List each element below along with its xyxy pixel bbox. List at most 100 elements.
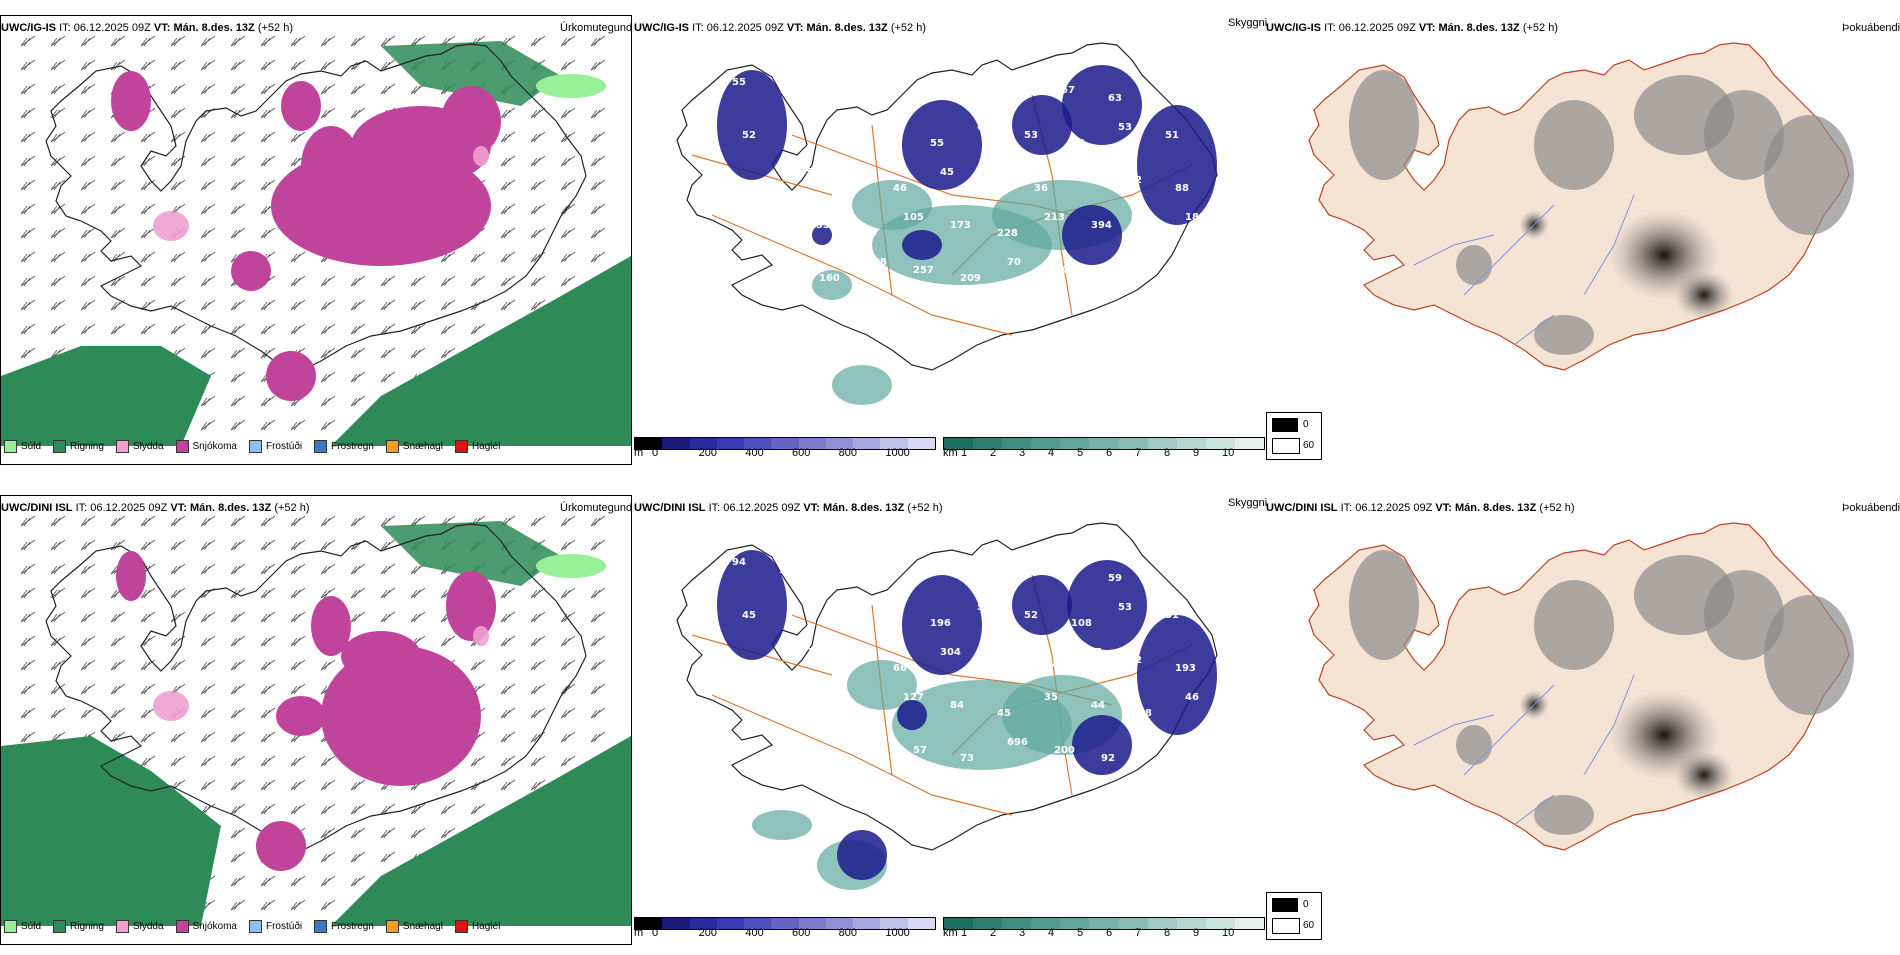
cloud-base-label: 55 [799,167,813,178]
colorbar-unit: m [634,447,644,459]
snow-area [111,71,151,131]
fog-legend: 0 60 [1266,892,1322,940]
cloud-base-label: 54 [977,602,991,613]
colorbar-step [1031,438,1061,449]
rivers [1413,194,1635,346]
cloud-base-label: 16 [752,183,766,194]
cloud-base-label: 35 [1044,692,1058,703]
legend-swatch [175,440,189,453]
legend-label: Rigning [70,441,104,452]
cloud-base-label: 57 [920,565,934,576]
legend-swatch [248,440,262,453]
legend-swatch [175,920,189,933]
cloud-base-label: 70 [920,85,934,96]
colorbar-step [853,438,881,449]
cloud-base-label: 353 [809,220,830,231]
cloud-base-label: 77 [873,77,887,88]
cloud-base-label: 50 [789,138,803,149]
colorbar-tick: 9 [1193,447,1200,459]
fog-dark-area [1674,750,1734,800]
cloud-base-label: 160 [819,273,840,284]
cloud-base-label: 88 [1175,183,1189,194]
cloud-base-label: 290 [856,228,877,239]
low-cloud-area [837,830,887,880]
rain-area-southeast [331,736,631,926]
visibility-area [852,180,932,230]
colorbar-tick: 3 [1019,927,1026,939]
visibility-colorbar [943,917,1265,930]
legend-swatch [53,920,67,933]
panel-title-precip-type-2: Úrkomutegund [560,502,633,514]
cloud-base-label: 182 [970,302,991,313]
snow-area [276,696,326,736]
cloud-base-label: 60 [829,302,843,313]
colorbar-step [662,438,690,449]
cloud-base-label: 51 [735,265,749,276]
snow-area [266,351,316,401]
cloud-base-label: 251 [866,737,887,748]
colorbar-step [1234,438,1265,449]
colorbar-tick: 0 [652,927,659,939]
colorbar-step [973,438,1003,449]
snow-area [321,646,481,786]
legend-label: Frostúði [265,441,303,452]
colorbar-tick: 0 [652,447,659,459]
colorbar-step [716,918,745,929]
colorbar-tick: 600 [792,927,811,939]
legend-label: Slydda [132,441,164,452]
iceland-outline [45,43,587,372]
colorbar-step [1002,918,1032,929]
legend-label: Frostregn [331,441,374,452]
colorbar-step [1118,918,1148,929]
visibility-area [812,270,852,300]
cloud-base-label: 74 [1014,77,1028,88]
colorbar-step [798,438,826,449]
sleet-area [473,146,489,166]
cloud-base-label: 194 [876,310,897,321]
colorbar-tick: 800 [838,447,858,459]
legend-swatch [314,440,328,453]
cloud-base-label: 31 [1165,610,1179,621]
legend-item: Frostúði [248,440,303,453]
cloud-base-label: 95 [762,692,776,703]
rain-area-north [381,41,561,106]
legend-label: Súld [21,921,42,932]
cloud-base-label: 202 [923,318,944,329]
colorbar-step [1234,918,1265,929]
rain-area-north [381,521,561,586]
cloud-base-label: 45 [997,708,1011,719]
cloud-base-label: 196 [930,618,951,629]
colorbar-step [1205,918,1235,929]
cloud-base-label: 85 [762,212,776,223]
cloud-base-label: 143 [772,265,793,276]
cloud-base-label: 70 [1007,257,1021,268]
header-row2-cloud: UWC/DINI ISL IT: 06.12.2025 09Z VT: Mán.… [634,502,943,514]
cloud-base-label: 53 [1118,602,1132,613]
cloud-base-label: 116 [809,700,830,711]
cloud-base-label: 50 [873,557,887,568]
cloud-base-label: 58 [1155,77,1169,88]
rain-area-southeast [331,256,631,446]
sleet-area [473,626,489,646]
cloud-base-label: 52 [1024,610,1038,621]
low-cloud-area [902,100,982,190]
snow-area [116,551,146,601]
colorbar-step [944,438,974,449]
snow-area [446,571,496,641]
colorbar-tick: 1000 [885,447,910,459]
cloud-base-label: 52 [742,130,756,141]
cloud-base-label: 44 [883,130,897,141]
cloud-base-label: 42 [1128,175,1142,186]
legend-item: Slydda [115,440,164,453]
colorbar-tick: 200 [698,927,718,939]
visibility-area [752,810,812,840]
cloud-base-label: 44 [1091,700,1105,711]
cloud-base-label: 257 [913,265,934,276]
cloud-base-label: 43 [826,573,840,584]
drizzle-area [536,74,606,98]
cloud-base-label: 193 [1175,663,1196,674]
cloud-base-label: 73 [836,602,850,613]
colorbar-step [635,918,663,929]
colorbar-step [1060,438,1090,449]
cloud-map: 55 71 52 77 70 70 74 67 63 58 52 50 46 44 55 69 53 80 53 51… [676,42,1218,405]
